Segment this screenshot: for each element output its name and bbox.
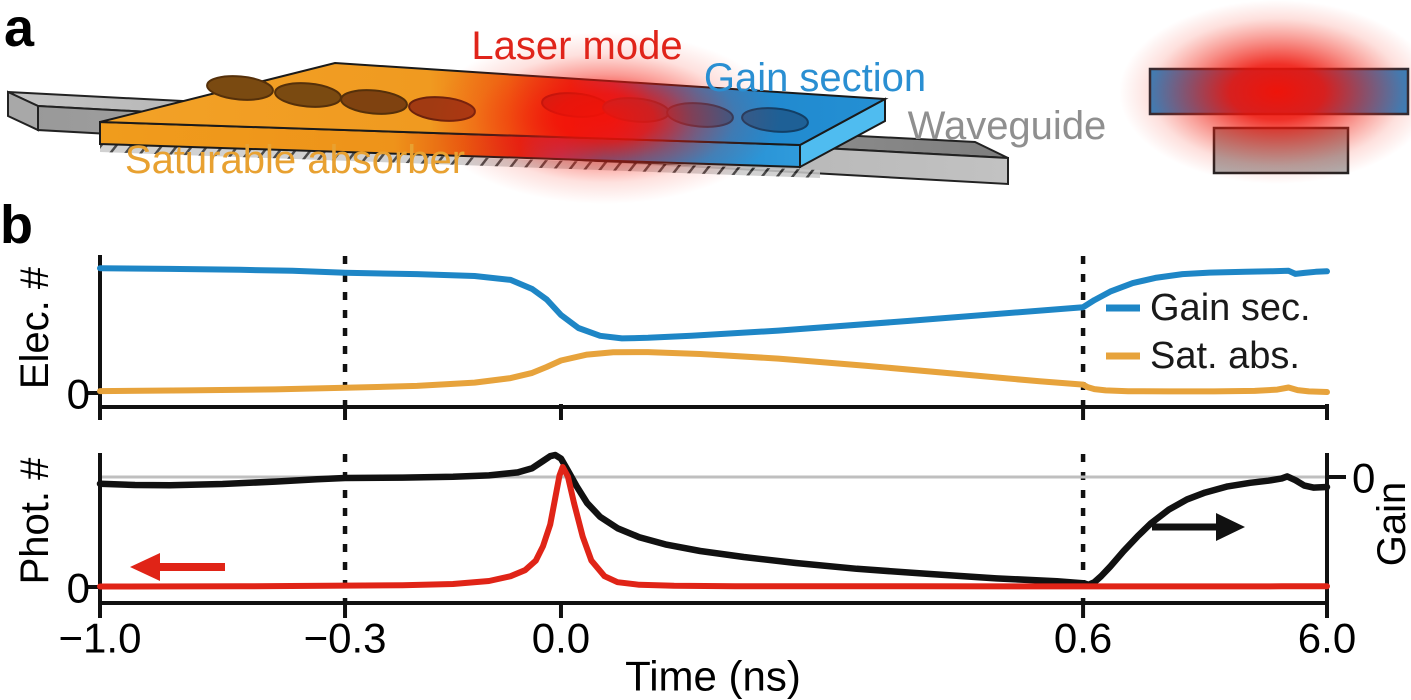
waveguide-left-cap	[7, 90, 39, 132]
right-arrow-head	[1216, 513, 1245, 541]
photon-gain-plot: −1.0 −0.3 0.0 0.6 6.0 0 0 Phot. # Gain Time …	[13, 451, 1411, 699]
x-tick-label: −0.3	[304, 614, 387, 661]
gain-section-label: Gain section	[704, 56, 926, 100]
photon-y-axis-label: Phot. #	[13, 457, 57, 585]
cross-section-inset	[1119, 0, 1411, 184]
photon-zero-label: 0	[67, 565, 90, 612]
legend-label-sat-abs: Sat. abs.	[1150, 335, 1300, 377]
gain-y-axis-label: Gain	[1370, 482, 1411, 567]
x-tick-label: 0.6	[1054, 614, 1112, 661]
quantum-dot	[340, 89, 408, 115]
left-axis-arrow	[130, 553, 225, 581]
gain-zero-label: 0	[1352, 455, 1375, 502]
x-tick-label: 6.0	[1298, 614, 1356, 661]
panel-b-plots: b 0 Elec. # Gain sec. Sat. abs. −1.0 −0.3…	[0, 195, 1411, 699]
electron-plot: 0 Elec. # Gain sec. Sat. abs.	[13, 255, 1330, 420]
electron-zero-label: 0	[67, 371, 90, 418]
photon-curve	[97, 464, 1330, 590]
laser-mode-glow	[430, 32, 780, 204]
x-tick-label: 0.0	[532, 614, 590, 661]
x-tick-label: −1.0	[59, 614, 142, 661]
sat-abs-curve	[97, 349, 1330, 395]
quantum-dot	[206, 75, 274, 101]
gain-sec-curve	[97, 265, 1330, 342]
panel-b-letter: b	[0, 195, 33, 255]
waveguide-label: Waveguide	[908, 104, 1107, 148]
gain-curve	[96, 451, 1331, 589]
legend-label-gain-sec: Gain sec.	[1150, 287, 1311, 329]
time-axis-label: Time (ns)	[625, 652, 801, 699]
legend: Gain sec. Sat. abs.	[1106, 287, 1311, 377]
saturable-absorber-label: Saturable absorber	[125, 138, 465, 182]
inset-mode-glow	[1119, 0, 1411, 184]
electron-y-axis-label: Elec. #	[13, 266, 57, 389]
panel-a-letter: a	[4, 0, 35, 58]
laser-mode-label: Laser mode	[471, 24, 682, 68]
left-arrow-head	[130, 553, 160, 581]
panel-a-schematic: a	[4, 0, 1411, 204]
right-axis-arrow	[1152, 513, 1245, 541]
